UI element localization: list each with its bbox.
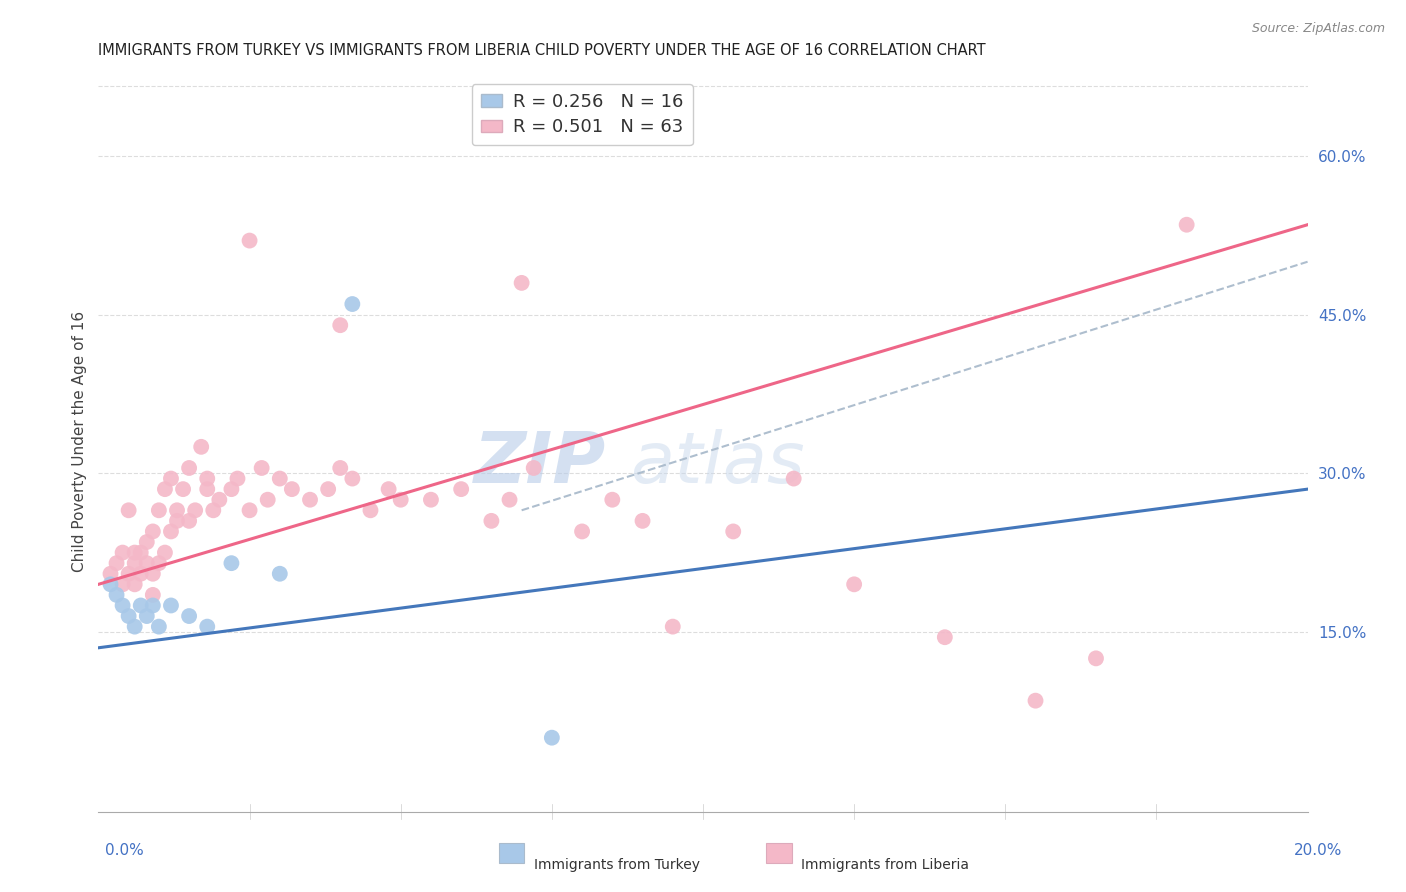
Point <box>118 609 141 624</box>
Point <box>135 609 157 624</box>
Point <box>256 492 278 507</box>
Legend: R = 0.256   N = 16, R = 0.501   N = 63: R = 0.256 N = 16, R = 0.501 N = 63 <box>471 84 693 145</box>
Point <box>129 566 152 581</box>
Point <box>124 619 146 633</box>
Point <box>179 514 201 528</box>
Point <box>571 524 593 539</box>
Point <box>661 619 683 633</box>
Point <box>105 556 128 570</box>
Point <box>118 566 141 581</box>
Text: ZIP: ZIP <box>474 429 606 499</box>
Point <box>148 619 170 633</box>
Point <box>299 492 322 507</box>
Text: 0.0%: 0.0% <box>105 843 145 858</box>
Point <box>540 731 562 745</box>
Point <box>142 566 165 581</box>
Point <box>129 546 152 560</box>
Point <box>481 514 503 528</box>
Point <box>1175 218 1198 232</box>
Point <box>148 556 170 570</box>
Point <box>1085 651 1108 665</box>
Point <box>329 318 352 333</box>
Point <box>342 297 364 311</box>
Point <box>172 482 194 496</box>
Point <box>179 461 201 475</box>
Point <box>142 524 165 539</box>
Point <box>420 492 443 507</box>
Point <box>269 566 291 581</box>
Point <box>124 577 146 591</box>
Point <box>450 482 472 496</box>
Point <box>100 577 122 591</box>
Point <box>135 535 157 549</box>
Point <box>179 609 201 624</box>
Point <box>523 461 546 475</box>
Point <box>1024 694 1046 708</box>
Point <box>208 492 231 507</box>
Point <box>934 630 956 644</box>
Point <box>221 482 243 496</box>
Point <box>148 503 170 517</box>
Point <box>342 472 364 486</box>
Point <box>631 514 654 528</box>
Point <box>160 524 183 539</box>
Point <box>510 276 533 290</box>
Point <box>100 566 122 581</box>
Y-axis label: Child Poverty Under the Age of 16: Child Poverty Under the Age of 16 <box>72 311 87 572</box>
Point <box>153 546 176 560</box>
Text: atlas: atlas <box>630 429 806 499</box>
Point <box>239 503 262 517</box>
Point <box>195 619 218 633</box>
Point <box>226 472 249 486</box>
Point <box>329 461 352 475</box>
Point <box>844 577 866 591</box>
Point <box>118 503 141 517</box>
Point <box>153 482 176 496</box>
Point <box>195 472 218 486</box>
Point <box>195 482 218 496</box>
Point <box>105 588 128 602</box>
Point <box>160 472 183 486</box>
Point <box>166 503 188 517</box>
Point <box>498 492 520 507</box>
Point <box>190 440 212 454</box>
Text: Immigrants from Liberia: Immigrants from Liberia <box>801 858 969 872</box>
Point <box>142 599 165 613</box>
Point <box>135 556 157 570</box>
Point <box>202 503 225 517</box>
Point <box>316 482 339 496</box>
Point <box>723 524 745 539</box>
Point <box>124 556 146 570</box>
Point <box>250 461 273 475</box>
Point <box>239 234 262 248</box>
Point <box>389 492 412 507</box>
Point <box>166 514 188 528</box>
Text: IMMIGRANTS FROM TURKEY VS IMMIGRANTS FROM LIBERIA CHILD POVERTY UNDER THE AGE OF: IMMIGRANTS FROM TURKEY VS IMMIGRANTS FRO… <box>98 43 986 58</box>
Text: 20.0%: 20.0% <box>1295 843 1343 858</box>
Point <box>142 588 165 602</box>
Point <box>111 577 134 591</box>
Point <box>269 472 291 486</box>
Point <box>377 482 399 496</box>
Text: Immigrants from Turkey: Immigrants from Turkey <box>534 858 700 872</box>
Point <box>360 503 382 517</box>
Point <box>221 556 243 570</box>
Point <box>602 492 624 507</box>
Point <box>783 472 806 486</box>
Point <box>111 599 134 613</box>
Point <box>111 546 134 560</box>
Point <box>160 599 183 613</box>
Point <box>184 503 207 517</box>
Point <box>129 599 152 613</box>
Point <box>281 482 304 496</box>
Text: Source: ZipAtlas.com: Source: ZipAtlas.com <box>1251 22 1385 36</box>
Point <box>124 546 146 560</box>
